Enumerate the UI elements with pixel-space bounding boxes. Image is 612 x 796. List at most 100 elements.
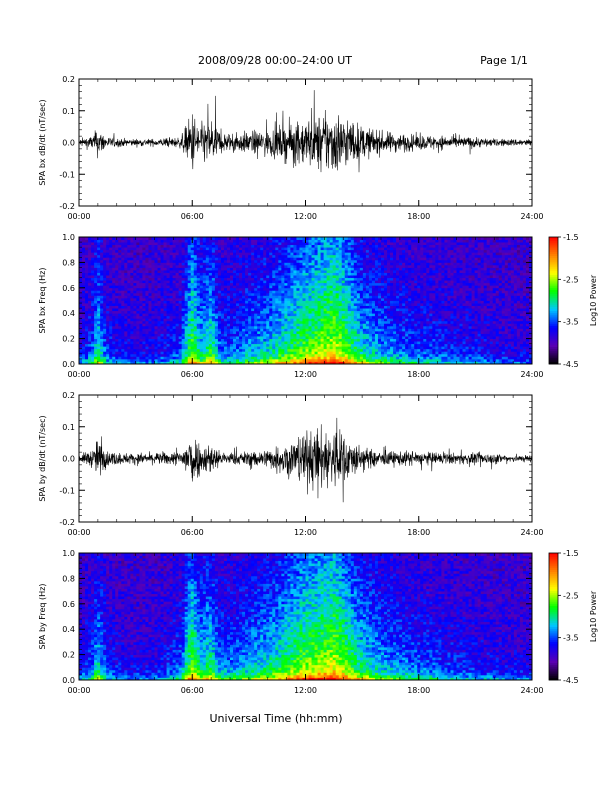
spectrogram-cell xyxy=(351,285,354,288)
spectrogram-cell xyxy=(254,262,257,265)
spectrogram-cell xyxy=(133,301,136,304)
spectrogram-cell xyxy=(260,280,263,283)
spectrogram-cell xyxy=(263,326,266,329)
spectrogram-cell xyxy=(167,313,170,316)
spectrogram-cell xyxy=(236,311,239,314)
spectrogram-cell xyxy=(351,306,354,309)
spectrogram-cell xyxy=(103,267,106,270)
panel-1-trace xyxy=(79,90,532,172)
spectrogram-cell xyxy=(348,240,351,243)
spectrogram-cell xyxy=(327,339,330,342)
spectrogram-cell xyxy=(324,336,327,339)
spectrogram-cell xyxy=(254,285,257,288)
spectrogram-cell xyxy=(91,346,94,349)
spectrogram-cell xyxy=(121,270,124,273)
spectrogram-cell xyxy=(257,346,260,349)
spectrogram-cell xyxy=(224,260,227,263)
spectrogram-cell xyxy=(248,346,251,349)
spectrogram-cell xyxy=(197,283,200,286)
spectrogram-cell xyxy=(315,323,318,326)
spectrogram-cell xyxy=(142,290,145,293)
spectrogram-cell xyxy=(188,275,191,278)
spectrogram-cell xyxy=(369,242,372,245)
spectrogram-cell xyxy=(103,344,106,347)
spectrogram-cell xyxy=(290,265,293,268)
spectrogram-cell xyxy=(345,290,348,293)
spectrogram-cell xyxy=(345,349,348,352)
spectrogram-cell xyxy=(263,293,266,296)
spectrogram-cell xyxy=(339,280,342,283)
spectrogram-cell xyxy=(233,301,236,304)
spectrogram-cell xyxy=(339,356,342,359)
spectrogram-cell xyxy=(363,257,366,260)
spectrogram-cell xyxy=(330,303,333,306)
spectrogram-cell xyxy=(227,273,230,276)
spectrogram-cell xyxy=(145,285,148,288)
spectrogram-cell xyxy=(236,270,239,273)
spectrogram-cell xyxy=(254,257,257,260)
spectrogram-cell xyxy=(215,316,218,319)
spectrogram-cell xyxy=(230,260,233,263)
spectrogram-cell xyxy=(164,270,167,273)
spectrogram-cell xyxy=(82,359,85,362)
spectrogram-cell xyxy=(333,257,336,260)
spectrogram-cell xyxy=(103,275,106,278)
spectrogram-cell xyxy=(209,301,212,304)
spectrogram-cell xyxy=(206,328,209,331)
spectrogram-cell xyxy=(293,346,296,349)
spectrogram-cell xyxy=(233,323,236,326)
spectrogram-cell xyxy=(251,334,254,337)
spectrogram-cell xyxy=(206,354,209,357)
spectrogram-cell xyxy=(281,247,284,250)
spectrogram-cell xyxy=(269,242,272,245)
spectrogram-cell xyxy=(121,293,124,296)
spectrogram-cell xyxy=(339,265,342,268)
spectrogram-cell xyxy=(82,250,85,253)
spectrogram-cell xyxy=(97,339,100,342)
spectrogram-cell xyxy=(179,323,182,326)
spectrogram-cell xyxy=(269,250,272,253)
spectrogram-cell xyxy=(366,328,369,331)
spectrogram-cell xyxy=(167,336,170,339)
spectrogram-cell xyxy=(185,288,188,291)
spectrogram-cell xyxy=(118,321,121,324)
spectrogram-cell xyxy=(197,295,200,298)
spectrogram-cell xyxy=(100,336,103,339)
spectrogram-cell xyxy=(287,308,290,311)
spectrogram-cell xyxy=(336,341,339,344)
spectrogram-cell xyxy=(299,257,302,260)
spectrogram-cell xyxy=(233,270,236,273)
spectrogram-cell xyxy=(85,278,88,281)
spectrogram-cell xyxy=(369,359,372,362)
spectrogram-cell xyxy=(161,245,164,248)
spectrogram-cell xyxy=(155,346,158,349)
spectrogram-cell xyxy=(260,290,263,293)
spectrogram-cell xyxy=(151,349,154,352)
spectrogram-cell xyxy=(293,298,296,301)
spectrogram-cell xyxy=(339,262,342,265)
spectrogram-cell xyxy=(164,288,167,291)
spectrogram-cell xyxy=(224,288,227,291)
spectrogram-cell xyxy=(263,247,266,250)
spectrogram-cell xyxy=(161,260,164,263)
spectrogram-cell xyxy=(203,346,206,349)
spectrogram-cell xyxy=(209,260,212,263)
spectrogram-cell xyxy=(82,331,85,334)
spectrogram-cell xyxy=(339,283,342,286)
spectrogram-cell xyxy=(100,250,103,253)
spectrogram-cell xyxy=(357,308,360,311)
spectrogram-cell xyxy=(342,250,345,253)
spectrogram-cell xyxy=(188,311,191,314)
spectrogram-cell xyxy=(233,288,236,291)
spectrogram-cell xyxy=(330,311,333,314)
spectrogram-cell xyxy=(281,301,284,304)
spectrogram-cell xyxy=(227,303,230,306)
spectrogram-cell xyxy=(318,331,321,334)
spectrogram-cell xyxy=(170,306,173,309)
spectrogram-cell xyxy=(112,311,115,314)
spectrogram-cell xyxy=(299,283,302,286)
spectrogram-cell xyxy=(133,356,136,359)
spectrogram-cell xyxy=(109,313,112,316)
spectrogram-cell xyxy=(348,290,351,293)
